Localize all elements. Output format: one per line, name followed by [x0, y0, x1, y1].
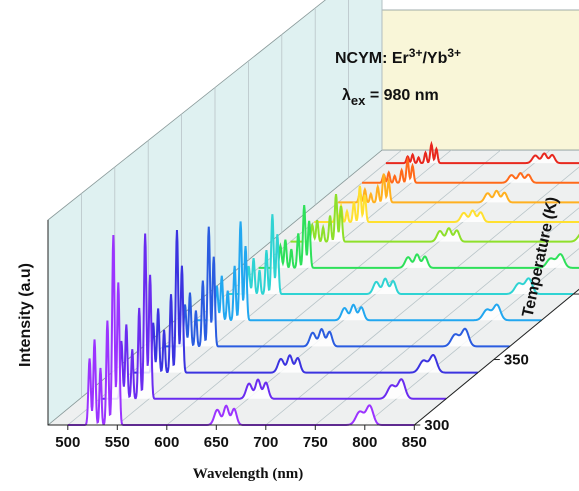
axes-layer: 500550600650700750800850300350400450500 [47, 220, 579, 451]
x-tick-label: 850 [402, 434, 427, 451]
x-tick-label: 500 [55, 434, 80, 451]
annotation-line-1: NCYM: Er3+/Yb3+ [335, 46, 461, 67]
annotation-line-1-main: NCYM: Er [335, 50, 409, 67]
annotation-line-1-sup1: 3+ [409, 46, 423, 60]
annotation-line-1-sup2: 3+ [447, 46, 461, 60]
annotation-box: NCYM: Er3+/Yb3+ λex = 980 nm [335, 46, 461, 108]
annotation-line-2: λex = 980 nm [342, 87, 439, 108]
z-axis-line [413, 288, 579, 426]
series-line-360k [163, 226, 510, 348]
series-layer [67, 140, 579, 426]
annotation-rest: = 980 nm [365, 87, 438, 104]
series-line-500k [385, 140, 579, 165]
annotation-ex: ex [351, 93, 366, 108]
floor-grid-line [315, 207, 579, 426]
series-line-340k [131, 230, 478, 374]
x-tick-label: 550 [105, 434, 130, 451]
x-tick-label: 650 [204, 434, 229, 451]
series-line-380k [195, 221, 542, 322]
x-axis-title: Wavelength (nm) [193, 466, 303, 482]
floor-grid-line [166, 149, 502, 426]
x-tick-label: 600 [154, 434, 179, 451]
y-axis-title: Intensity (a.u) [17, 263, 34, 367]
floor-grid-line [265, 166, 579, 426]
series-line-440k [290, 194, 579, 243]
series-line-470k [338, 173, 579, 204]
series-line-400k [226, 214, 574, 296]
series-line-485k [362, 155, 579, 184]
annotation-lambda: λ [342, 87, 351, 104]
x-tick-label: 800 [352, 434, 377, 451]
series-line-320k [99, 233, 447, 400]
series-line-420k [258, 205, 579, 269]
x-tick-label: 750 [303, 434, 328, 451]
z-tick-label: 350 [504, 352, 529, 369]
annotation-line-1-mid: /Yb [422, 50, 447, 67]
x-tick-label: 700 [253, 434, 278, 451]
rear-wall [381, 9, 579, 151]
floor-grid-line [117, 149, 452, 426]
z-tick-label: 300 [424, 417, 449, 434]
series-line-455k [314, 185, 579, 224]
